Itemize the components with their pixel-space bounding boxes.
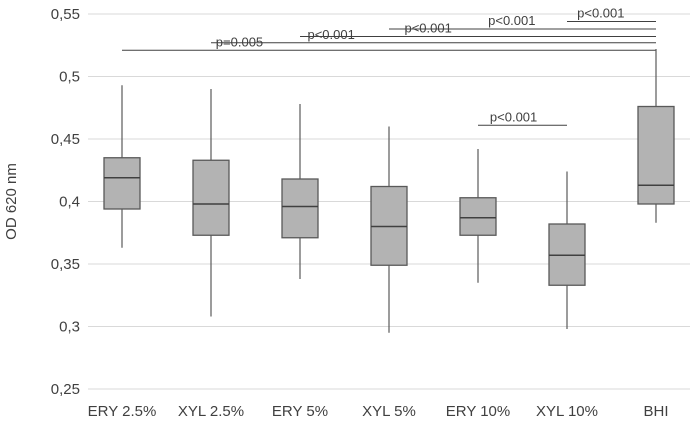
- x-category-label: XYL 2.5%: [178, 403, 244, 420]
- significance-label: p<0.001: [577, 6, 624, 21]
- significance-label: p<0.001: [307, 27, 354, 42]
- significance-label: p<0.001: [488, 13, 535, 28]
- y-tick-label: 0,55: [51, 6, 80, 23]
- box: [459, 197, 497, 236]
- x-category-label: ERY 2.5%: [88, 403, 157, 420]
- box: [103, 157, 141, 210]
- y-tick-label: 0,5: [59, 69, 80, 86]
- y-axis-title: OD 620 nm: [3, 163, 20, 240]
- significance-label: p<0.001: [404, 21, 451, 36]
- box: [281, 178, 319, 239]
- x-category-label: XYL 5%: [362, 403, 416, 420]
- y-tick-label: 0,25: [51, 381, 80, 398]
- x-category-label: BHI: [643, 403, 668, 420]
- box: [192, 159, 230, 236]
- y-tick-label: 0,3: [59, 319, 80, 336]
- y-tick-label: 0,35: [51, 256, 80, 273]
- x-category-label: ERY 10%: [446, 403, 511, 420]
- x-category-label: XYL 10%: [536, 403, 598, 420]
- significance-label: p=0.005: [216, 34, 263, 49]
- y-tick-label: 0,4: [59, 194, 80, 211]
- box: [637, 105, 675, 205]
- x-category-label: ERY 5%: [272, 403, 328, 420]
- y-tick-label: 0,45: [51, 131, 80, 148]
- significance-label: p<0.001: [490, 109, 537, 124]
